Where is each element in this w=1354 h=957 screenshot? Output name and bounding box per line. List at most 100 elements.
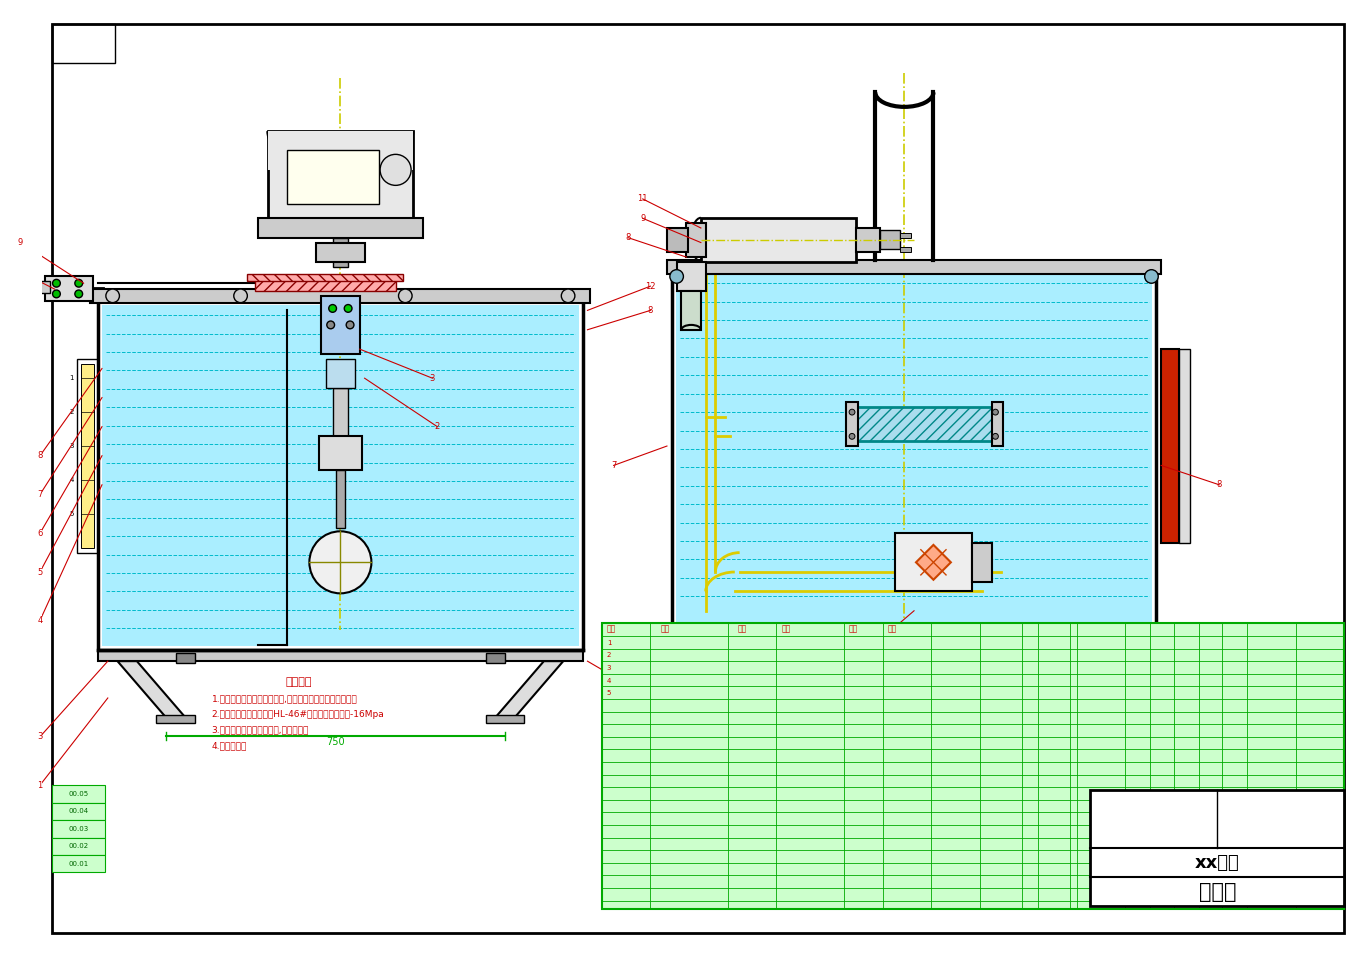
Bar — [45, 277, 93, 300]
Bar — [972, 543, 991, 582]
Bar — [1090, 790, 1345, 906]
Text: 00.01: 00.01 — [69, 860, 89, 867]
Bar — [259, 218, 422, 237]
Bar — [336, 470, 345, 528]
Text: 12: 12 — [646, 281, 655, 291]
Bar — [333, 388, 348, 446]
Text: 6: 6 — [38, 529, 43, 538]
Text: 00.04: 00.04 — [69, 809, 89, 814]
Bar — [486, 654, 505, 663]
Text: 代号: 代号 — [661, 625, 669, 634]
Text: 5: 5 — [38, 568, 42, 576]
Text: 1: 1 — [69, 375, 74, 381]
Bar — [991, 403, 1003, 446]
Bar — [268, 131, 413, 169]
Text: 2: 2 — [607, 653, 611, 658]
Text: 9: 9 — [640, 213, 646, 223]
Bar — [255, 279, 395, 291]
Bar — [486, 716, 524, 723]
Text: 1: 1 — [607, 639, 612, 646]
Text: 1.液压系统使用前应彻底清洗,充液前清除系统中的污染物。: 1.液压系统使用前应彻底清洗,充液前清除系统中的污染物。 — [211, 695, 357, 703]
Text: 单件: 单件 — [849, 625, 858, 634]
Bar — [102, 304, 578, 646]
Bar — [91, 289, 590, 302]
Circle shape — [562, 289, 575, 302]
Circle shape — [1144, 628, 1158, 642]
Bar — [51, 25, 115, 63]
Bar — [856, 228, 880, 253]
Polygon shape — [496, 661, 563, 718]
Circle shape — [74, 279, 83, 287]
Bar — [268, 131, 413, 218]
Circle shape — [670, 270, 684, 283]
Polygon shape — [118, 661, 185, 718]
Bar — [5, 269, 30, 307]
Text: 3: 3 — [69, 443, 74, 449]
Text: 4.油箱清洗。: 4.油箱清洗。 — [211, 741, 246, 750]
Circle shape — [344, 304, 352, 312]
Bar — [51, 785, 104, 803]
Bar — [333, 237, 348, 267]
Polygon shape — [917, 545, 951, 580]
Text: xx大学: xx大学 — [1196, 854, 1240, 872]
Bar — [287, 150, 379, 204]
Bar — [668, 228, 688, 253]
Text: 技术要求: 技术要求 — [286, 677, 311, 686]
Text: 1: 1 — [844, 664, 849, 674]
Bar — [1049, 652, 1137, 671]
Text: 3: 3 — [429, 373, 435, 383]
Bar — [603, 623, 1345, 909]
Text: 数量: 数量 — [888, 625, 898, 634]
Bar — [899, 247, 911, 253]
Text: 5: 5 — [69, 511, 74, 517]
Bar — [315, 242, 364, 262]
Bar — [51, 803, 104, 820]
Circle shape — [347, 321, 353, 329]
Bar — [321, 296, 360, 354]
Bar — [1162, 349, 1178, 543]
Text: 8: 8 — [626, 234, 631, 242]
Bar — [97, 300, 582, 650]
Circle shape — [398, 289, 412, 302]
Bar — [26, 281, 50, 293]
Circle shape — [670, 628, 684, 642]
Text: 2: 2 — [69, 410, 74, 415]
Bar — [51, 855, 104, 873]
Text: 00.05: 00.05 — [69, 790, 89, 797]
Bar — [672, 272, 1156, 640]
Bar — [899, 233, 911, 237]
Bar — [51, 837, 104, 855]
Bar — [0, 272, 9, 305]
Bar — [81, 364, 95, 547]
Circle shape — [1144, 270, 1158, 283]
Bar — [691, 669, 1137, 677]
Text: 00.02: 00.02 — [69, 843, 89, 849]
Bar — [895, 533, 972, 591]
Bar — [326, 359, 355, 388]
Text: 序号: 序号 — [607, 625, 616, 634]
Text: 8: 8 — [647, 306, 653, 315]
Circle shape — [329, 304, 337, 312]
Circle shape — [53, 279, 61, 287]
Circle shape — [234, 289, 248, 302]
Circle shape — [992, 434, 998, 439]
Circle shape — [309, 531, 371, 593]
Bar — [1178, 349, 1190, 543]
Text: 3: 3 — [607, 665, 612, 671]
Bar — [51, 820, 104, 837]
Bar — [676, 276, 1152, 636]
Bar — [681, 291, 701, 330]
Text: 8: 8 — [1217, 480, 1223, 489]
Text: 4: 4 — [607, 678, 611, 683]
Text: 11: 11 — [638, 194, 649, 204]
Bar — [871, 652, 957, 671]
Circle shape — [74, 290, 83, 298]
Text: 18: 18 — [645, 694, 655, 702]
Bar — [880, 230, 899, 250]
Circle shape — [326, 321, 334, 329]
Text: 名称: 名称 — [738, 625, 747, 634]
Text: 材料: 材料 — [781, 625, 791, 634]
Text: 4: 4 — [38, 616, 42, 625]
Bar — [677, 262, 705, 291]
Text: 7: 7 — [38, 490, 43, 499]
